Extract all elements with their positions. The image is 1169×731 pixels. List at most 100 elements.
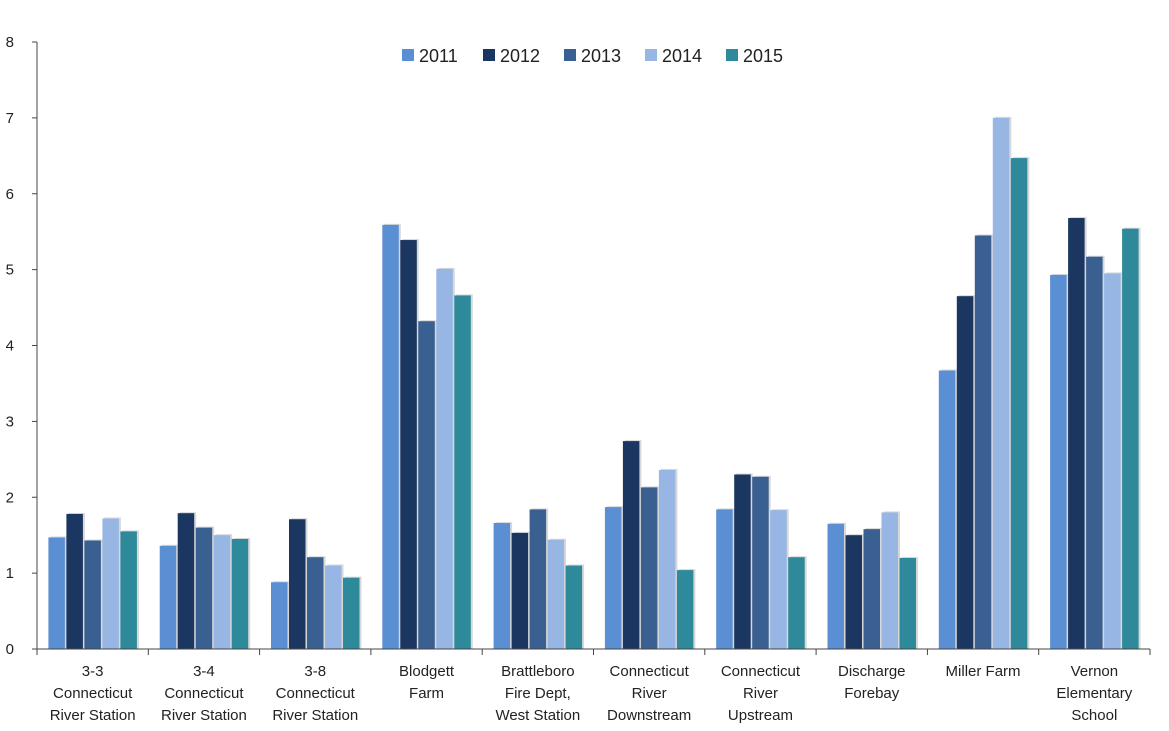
bar-2015-5 bbox=[676, 570, 694, 649]
category-label: Connecticut River Downstream bbox=[607, 663, 691, 724]
bar-2014-7 bbox=[881, 512, 898, 649]
category-label-line: Connecticut bbox=[276, 685, 356, 702]
bar-2015-2 bbox=[343, 577, 360, 649]
bar-2011-8 bbox=[938, 370, 956, 649]
legend: 2011 2012 2013 2014 2015 bbox=[402, 46, 783, 66]
category-label-line: River Station bbox=[161, 707, 247, 724]
category-label-line: Connecticut bbox=[721, 663, 801, 680]
category-label-line: Fire Dept, bbox=[505, 685, 571, 702]
category-label-line: 3-4 bbox=[193, 663, 215, 680]
y-tick-label: 2 bbox=[6, 489, 14, 506]
bar-2011-5 bbox=[604, 507, 622, 649]
category-label-line: Brattleboro bbox=[501, 663, 574, 680]
y-tick-label: 0 bbox=[6, 641, 14, 658]
legend-label-2014: 2014 bbox=[662, 46, 702, 66]
x-axis-labels: 3-3 Connecticut River Station 3-4 Connecticu… bbox=[50, 663, 1133, 724]
category-label-line: River Station bbox=[272, 707, 358, 724]
bar-2014-6 bbox=[770, 510, 787, 649]
category-label-line: Forebay bbox=[844, 685, 900, 702]
bar-2014-2 bbox=[325, 565, 342, 649]
bar-2015-8 bbox=[1010, 158, 1028, 649]
bar-2013-5 bbox=[640, 487, 658, 649]
category-label-line: River bbox=[743, 685, 778, 702]
bar-2012-9 bbox=[1068, 218, 1085, 649]
y-tick-label: 3 bbox=[6, 413, 14, 430]
category-label-line: 3-3 bbox=[82, 663, 104, 680]
bar-2014-3 bbox=[436, 268, 453, 649]
bar-2012-7 bbox=[845, 535, 862, 649]
bar-2014-4 bbox=[547, 539, 565, 649]
bar-2011-3 bbox=[382, 224, 399, 649]
category-label-line: River bbox=[632, 685, 667, 702]
y-tick-label: 6 bbox=[6, 186, 14, 203]
legend-label-2013: 2013 bbox=[581, 46, 621, 66]
bar-2015-6 bbox=[788, 557, 805, 649]
legend-swatch-2014 bbox=[645, 49, 657, 61]
category-label-line: Blodgett bbox=[399, 663, 455, 680]
bar-2013-8 bbox=[974, 235, 992, 649]
bar-2012-1 bbox=[177, 513, 195, 649]
category-label-line: Farm bbox=[409, 685, 444, 702]
bar-2012-0 bbox=[66, 513, 83, 649]
legend-swatch-2011 bbox=[402, 49, 414, 61]
category-label-line: West Station bbox=[495, 707, 580, 724]
bar-2012-3 bbox=[400, 240, 417, 649]
bar-2012-8 bbox=[956, 296, 974, 649]
bar-2014-1 bbox=[213, 535, 231, 649]
bar-2011-1 bbox=[159, 545, 177, 649]
bar-2013-7 bbox=[863, 529, 880, 649]
category-label-line: Upstream bbox=[728, 707, 793, 724]
bar-2011-0 bbox=[48, 537, 65, 649]
category-label-line: Discharge bbox=[838, 663, 906, 680]
legend-swatch-2012 bbox=[483, 49, 495, 61]
legend-label-2015: 2015 bbox=[743, 46, 783, 66]
category-label: Brattleboro Fire Dept, West Station bbox=[495, 663, 580, 724]
category-label: Miller Farm bbox=[946, 663, 1021, 680]
bar-2013-2 bbox=[307, 557, 324, 649]
category-label: Vernon Elementary School bbox=[1056, 663, 1132, 724]
bar-2013-9 bbox=[1086, 256, 1103, 649]
bar-2014-0 bbox=[102, 518, 119, 649]
legend-label-2012: 2012 bbox=[500, 46, 540, 66]
bar-2014-9 bbox=[1104, 273, 1121, 649]
bar-2015-0 bbox=[120, 531, 137, 649]
bar-2013-0 bbox=[84, 540, 101, 649]
bar-2015-4 bbox=[565, 565, 583, 649]
bar-2013-6 bbox=[752, 476, 769, 649]
bar-2012-2 bbox=[289, 519, 306, 649]
legend-label-2011: 2011 bbox=[419, 46, 458, 66]
bar-2014-8 bbox=[992, 117, 1010, 649]
bar-2013-4 bbox=[529, 509, 547, 649]
bars-layer bbox=[48, 116, 1141, 649]
category-label-line: River Station bbox=[50, 707, 136, 724]
category-label-line: Vernon bbox=[1071, 663, 1119, 680]
bar-2011-4 bbox=[493, 523, 511, 649]
y-tick-label: 8 bbox=[6, 34, 14, 51]
y-tick-label: 1 bbox=[6, 565, 14, 582]
bar-2012-6 bbox=[734, 474, 751, 649]
bar-2015-1 bbox=[231, 538, 249, 649]
bar-2015-7 bbox=[899, 557, 916, 649]
category-label-line: Downstream bbox=[607, 707, 691, 724]
y-tick-label: 5 bbox=[6, 262, 14, 279]
category-label-line: 3-8 bbox=[304, 663, 326, 680]
category-label: Discharge Forebay bbox=[838, 663, 906, 702]
bar-2011-7 bbox=[827, 523, 844, 649]
y-axis-ticks: 0 1 2 3 4 5 6 7 8 bbox=[6, 34, 1151, 658]
category-label: Blodgett Farm bbox=[399, 663, 455, 702]
category-label: Connecticut River Upstream bbox=[721, 663, 801, 724]
y-tick-label: 4 bbox=[6, 338, 14, 355]
bar-2014-5 bbox=[658, 469, 676, 649]
bar-2015-9 bbox=[1122, 228, 1139, 649]
bar-2011-2 bbox=[271, 582, 288, 649]
category-label-line: Connecticut bbox=[610, 663, 690, 680]
category-label-line: Elementary bbox=[1056, 685, 1132, 702]
category-label-line: School bbox=[1071, 707, 1117, 724]
category-label: 3-4 Connecticut River Station bbox=[161, 663, 247, 724]
category-label-line: Connecticut bbox=[164, 685, 244, 702]
legend-swatch-2015 bbox=[726, 49, 738, 61]
bar-2015-3 bbox=[454, 295, 471, 649]
category-label-line: Connecticut bbox=[53, 685, 133, 702]
